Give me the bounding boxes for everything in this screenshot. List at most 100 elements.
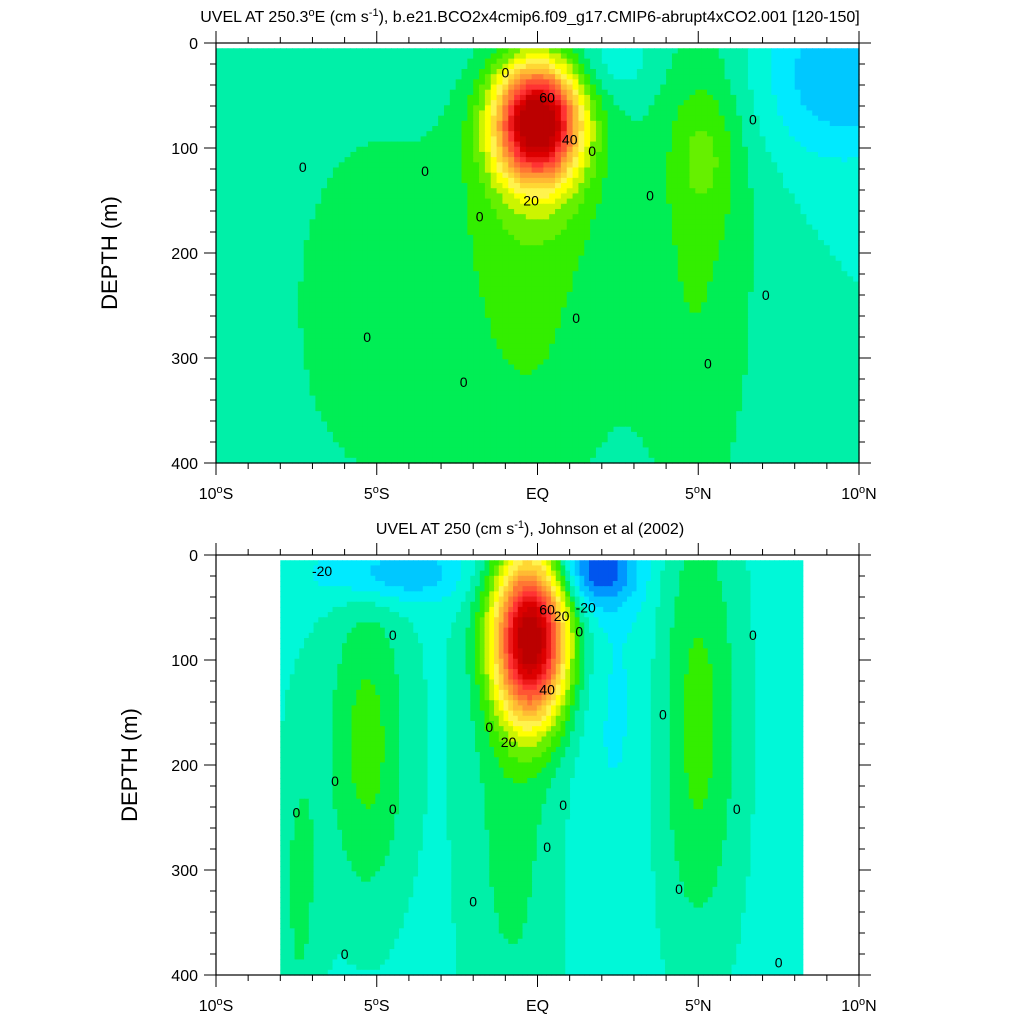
- top-field-cell: [648, 172, 656, 179]
- top-field-cell: [595, 68, 603, 75]
- top-field-cell: [233, 141, 240, 148]
- top-field-cell: [315, 136, 322, 143]
- top-field-cell: [566, 157, 574, 163]
- top-field-cell: [414, 208, 422, 215]
- top-field-cell: [490, 276, 498, 283]
- top-field-cell: [508, 167, 515, 174]
- top-field-cell: [373, 188, 381, 195]
- top-field-cell: [420, 162, 428, 169]
- top-field-cell: [268, 146, 276, 153]
- top-field-cell: [742, 126, 749, 132]
- top-field-cell: [408, 281, 416, 288]
- top-field-cell: [625, 146, 632, 153]
- top-field-cell: [829, 141, 837, 148]
- top-field-cell: [315, 265, 322, 272]
- top-field-cell: [362, 198, 369, 205]
- top-field-cell: [432, 167, 439, 174]
- top-field-cell: [537, 167, 544, 174]
- top-field-cell: [426, 157, 433, 163]
- top-field-cell: [654, 79, 661, 86]
- top-field-cell: [239, 234, 246, 241]
- top-field-cell: [397, 224, 404, 231]
- top-field-cell: [753, 172, 761, 179]
- top-field-cell: [777, 126, 784, 132]
- top-field-cell: [479, 245, 486, 252]
- top-field-cell: [584, 229, 591, 236]
- top-field-cell: [385, 110, 392, 117]
- top-field-cell: [584, 53, 591, 60]
- top-field-cell: [777, 63, 784, 70]
- top-field-cell: [233, 271, 240, 277]
- top-field-cell: [508, 177, 515, 184]
- top-field-cell: [426, 68, 433, 75]
- top-field-cell: [531, 89, 539, 96]
- top-field-cell: [642, 240, 650, 246]
- top-field-cell: [403, 219, 410, 226]
- top-field-cell: [519, 255, 527, 262]
- top-field-cell: [525, 100, 533, 106]
- top-field-cell: [578, 214, 585, 220]
- top-field-cell: [490, 136, 498, 143]
- top-field-cell: [367, 151, 375, 158]
- top-field-cell: [216, 157, 223, 163]
- top-field-cell: [420, 136, 428, 143]
- top-field-cell: [525, 234, 533, 241]
- top-field-cell: [642, 271, 650, 277]
- top-field-cell: [695, 224, 702, 231]
- top-field-cell: [818, 172, 825, 179]
- top-field-cell: [631, 131, 638, 137]
- top-field-cell: [847, 126, 854, 132]
- top-field-cell: [251, 89, 258, 96]
- top-field-cell: [245, 68, 252, 75]
- top-field-cell: [800, 183, 807, 189]
- top-field-cell: [245, 188, 252, 195]
- top-field-cell: [332, 172, 340, 179]
- top-field-cell: [408, 146, 416, 153]
- top-field-cell: [695, 100, 702, 106]
- top-field-cell: [391, 48, 398, 55]
- top-field-cell: [742, 151, 749, 158]
- top-field-cell: [519, 58, 527, 65]
- top-field-cell: [759, 250, 767, 257]
- top-field-cell: [233, 234, 240, 241]
- top-field-cell: [660, 265, 667, 272]
- top-field-cell: [251, 120, 258, 127]
- top-field-cell: [625, 240, 632, 246]
- top-field-cell: [391, 167, 398, 174]
- top-field-cell: [636, 131, 644, 137]
- top-field-cell: [660, 48, 667, 55]
- top-field-cell: [765, 94, 772, 101]
- top-field-cell: [256, 240, 264, 246]
- top-field-cell: [221, 271, 229, 277]
- top-field-cell: [695, 245, 702, 252]
- top-field-cell: [549, 63, 556, 70]
- top-field-cell: [572, 89, 580, 96]
- top-field-cell: [286, 198, 293, 205]
- top-field-cell: [239, 198, 246, 205]
- top-field-cell: [578, 151, 585, 158]
- top-field-cell: [765, 100, 772, 106]
- top-field-cell: [753, 177, 761, 184]
- top-field-cell: [216, 260, 223, 267]
- top-field-cell: [479, 271, 486, 277]
- top-field-cell: [823, 260, 831, 267]
- top-field-cell: [309, 120, 316, 127]
- top-field-cell: [391, 198, 398, 205]
- top-field-cell: [274, 172, 281, 179]
- top-field-cell: [461, 193, 468, 200]
- top-field-cell: [683, 151, 691, 158]
- top-field-cell: [695, 48, 702, 55]
- top-field-cell: [572, 208, 580, 215]
- top-field-cell: [239, 157, 246, 163]
- top-field-cell: [794, 136, 802, 143]
- top-field-cell: [327, 229, 334, 236]
- top-field-cell: [636, 89, 644, 96]
- top-field-cell: [385, 260, 392, 267]
- top-field-cell: [689, 276, 696, 283]
- top-field-cell: [584, 63, 591, 70]
- top-field-cell: [818, 183, 825, 189]
- top-field-cell: [742, 172, 749, 179]
- top-field-cell: [718, 208, 726, 215]
- top-field-cell: [303, 58, 311, 65]
- top-field-cell: [777, 172, 784, 179]
